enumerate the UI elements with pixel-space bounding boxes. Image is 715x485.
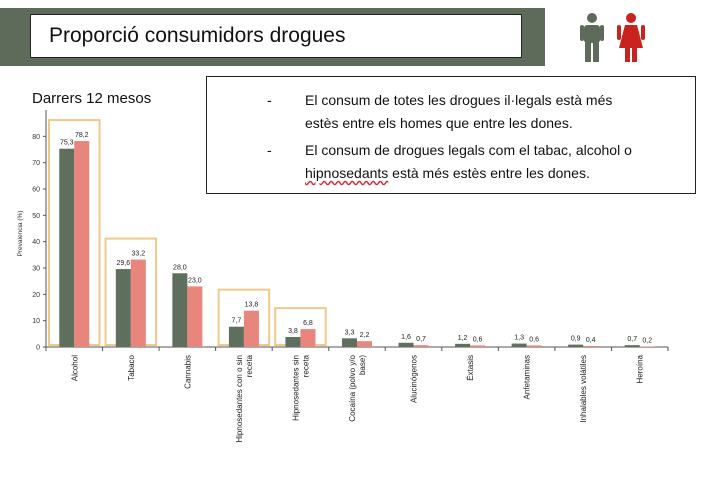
bar-male — [59, 148, 75, 347]
category-label: Anfetaminas — [523, 355, 532, 399]
note-1: - El consum de totes les drogues il·lega… — [267, 89, 613, 135]
data-label: 2,2 — [360, 332, 370, 339]
bar-female — [130, 259, 146, 347]
note-line: hipnosedants està més estès entre les do… — [305, 162, 632, 185]
category-label-line: receta — [245, 354, 254, 377]
data-label: 6,8 — [303, 320, 313, 327]
bar-female — [74, 141, 90, 347]
y-tick-label: 20 — [32, 292, 40, 299]
y-tick-label: 80 — [32, 134, 40, 141]
note-line: El consum de drogues legals com el tabac… — [305, 142, 632, 158]
category-label: Alcohol — [70, 355, 79, 381]
category-label-line: Hipnosedantes sin — [291, 355, 300, 421]
data-label: 3,3 — [345, 329, 355, 336]
y-tick-label: 30 — [32, 266, 40, 273]
bar-female — [470, 345, 486, 347]
bar-male — [172, 273, 188, 347]
bar-female — [187, 286, 203, 347]
data-label: 78,2 — [75, 132, 89, 139]
bar-male — [228, 326, 244, 347]
y-tick-label: 10 — [32, 318, 40, 325]
note-dash: - — [267, 92, 272, 108]
bar-male — [568, 344, 584, 347]
y-tick-label: 60 — [32, 187, 40, 194]
male-figure-icon — [580, 13, 604, 62]
bar-male — [511, 343, 527, 347]
bar-female — [357, 341, 372, 347]
category-label-line: Cannabis — [183, 355, 192, 389]
category-label: Cocaína (polvo y/obase) — [348, 354, 367, 421]
bar-female — [300, 329, 316, 347]
chart-axes: 0 10 20 30 40 50 60 70 80 Prevalencia (%) — [17, 110, 669, 352]
category-label: Inhalables volátiles — [579, 355, 588, 423]
note-dash: - — [267, 142, 272, 158]
chart-subtitle: Darrers 12 mesos — [32, 90, 152, 107]
data-label: 0,9 — [571, 336, 581, 343]
data-label: 0,2 — [642, 337, 652, 344]
bar-female — [583, 345, 599, 347]
bar-male — [342, 338, 357, 347]
bar-female — [413, 345, 429, 347]
data-label: 0,7 — [627, 336, 637, 343]
category-label-line: Heroína — [636, 354, 645, 383]
data-label: 0,7 — [416, 336, 426, 343]
data-label: 1,3 — [514, 335, 524, 342]
note-line: El consum de totes les drogues il·legals… — [305, 92, 613, 108]
data-label: 23,0 — [188, 277, 202, 284]
data-label: 1,6 — [401, 334, 411, 341]
category-label-line: Éxtasis — [466, 355, 475, 381]
category-label-line: Hipnosedantes con o sin — [235, 355, 244, 443]
y-tick-label: 40 — [32, 239, 40, 246]
note-2: - El consum de drogues legals com el tab… — [267, 139, 632, 185]
category-label: Cannabis — [183, 355, 192, 389]
category-label-line: Inhalables volátiles — [579, 355, 588, 423]
category-label-line: base) — [358, 355, 367, 375]
data-label: 0,6 — [529, 336, 539, 343]
bar-male — [398, 342, 414, 347]
data-label: 29,6 — [117, 260, 131, 267]
data-label: 1,2 — [458, 335, 468, 342]
title-box: Proporció consumidors drogues — [30, 14, 522, 58]
chart-bars — [59, 141, 655, 347]
category-label-line: Alcohol — [70, 355, 79, 381]
page-title: Proporció consumidors drogues — [49, 24, 346, 47]
y-tick-label: 0 — [36, 345, 40, 352]
bar-female — [639, 346, 655, 347]
data-label: 7,7 — [232, 318, 242, 325]
female-figure-icon — [617, 13, 645, 62]
bar-female — [243, 310, 259, 347]
y-tick-label: 50 — [32, 213, 40, 220]
note-word: hipnosedants — [305, 165, 389, 181]
data-label: 13,8 — [245, 302, 259, 309]
category-label: Hipnosedantes sinreceta — [291, 354, 310, 420]
notes-box: - El consum de totes les drogues il·lega… — [206, 76, 696, 194]
data-label: 33,2 — [132, 251, 146, 258]
category-label-line: Alucinógenos — [410, 355, 419, 403]
y-axis-label: Prevalencia (%) — [17, 211, 24, 257]
bar-male — [624, 345, 640, 347]
category-label-line: Cocaína (polvo y/o — [348, 354, 357, 421]
category-label: Heroína — [636, 354, 645, 383]
data-label: 75,3 — [60, 140, 74, 147]
data-label: 28,0 — [173, 264, 187, 271]
bar-male — [285, 336, 301, 347]
category-label: Tabaco — [127, 354, 136, 380]
bar-female — [526, 345, 542, 347]
data-label: 3,8 — [288, 328, 298, 335]
bar-male — [455, 343, 471, 347]
data-label: 0,6 — [473, 336, 483, 343]
category-label: Éxtasis — [466, 355, 475, 381]
category-label-line: Tabaco — [127, 354, 136, 380]
bar-male — [115, 269, 131, 347]
note-line-rest: està més estès entre les dones. — [388, 165, 590, 181]
chart-labels: 75,378,2 Alcohol 29,633,2 Tabaco 28,023,0 Can… — [60, 132, 652, 443]
note-line: estès entre els homes que entre les done… — [305, 115, 573, 131]
category-label: Hipnosedantes con o sinreceta — [235, 354, 254, 442]
data-label: 0,4 — [586, 337, 596, 344]
category-label: Alucinógenos — [410, 355, 419, 403]
category-label-line: Anfetaminas — [523, 355, 532, 399]
category-label-line: receta — [301, 354, 310, 377]
y-tick-label: 70 — [32, 160, 40, 167]
